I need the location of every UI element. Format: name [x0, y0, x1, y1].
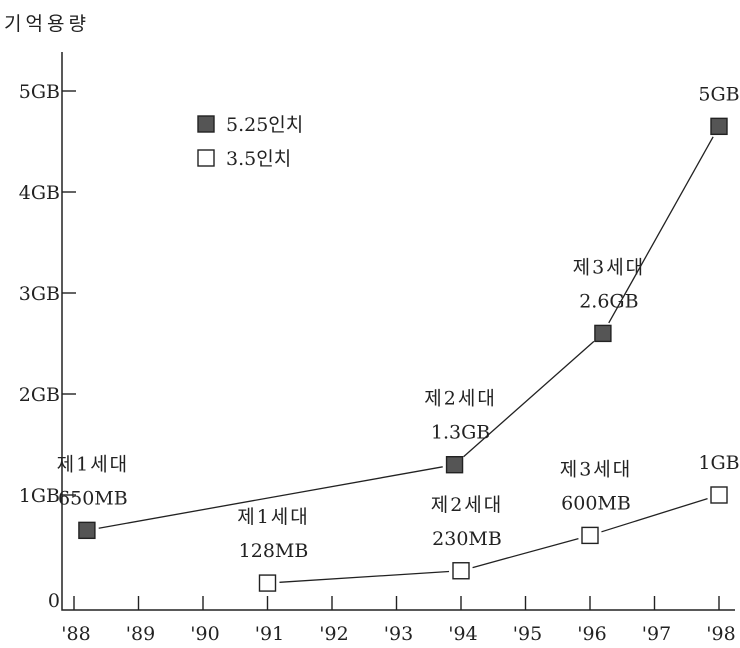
- x-tick-label: '91: [255, 623, 284, 645]
- point-generation-label: 제2세대: [431, 494, 504, 516]
- series-lines: [98, 136, 714, 583]
- point-value-label: 1.3GB: [431, 422, 490, 444]
- point-generation-label: 제3세대: [560, 458, 633, 480]
- point-generation-label: 제3세대: [573, 256, 646, 278]
- point-generation-label: 제1세대: [57, 453, 130, 475]
- marker-5-25-inch: [445, 456, 464, 474]
- point-generation-label: 제2세대: [424, 388, 497, 410]
- marker-3-5-inch: [710, 486, 728, 504]
- point-value-label: 1GB: [698, 452, 739, 474]
- x-tick-label: '98: [706, 623, 735, 645]
- marker-3-5-inch: [258, 574, 277, 592]
- marker-3-5-inch: [581, 526, 599, 545]
- series-line-segment: [472, 537, 579, 569]
- point-value-label: 5GB: [698, 83, 739, 105]
- series-line-segment: [279, 570, 450, 583]
- legend-marker-3-5-inch: [197, 149, 215, 167]
- x-tick-label: '96: [577, 623, 606, 645]
- point-value-label: 650MB: [58, 487, 128, 509]
- x-tick-label: '90: [190, 623, 219, 645]
- point-value-label: 600MB: [561, 492, 631, 514]
- marker-5-25-inch: [594, 324, 612, 343]
- y-axis-label: 기억용량: [4, 13, 90, 35]
- x-tick-label: '92: [319, 623, 348, 645]
- point-value-label: 2.6GB: [579, 290, 638, 312]
- marker-5-25-inch: [78, 521, 96, 540]
- series-line-segment: [608, 136, 714, 324]
- y-tick-label: 3GB: [19, 283, 60, 305]
- y-tick-label: 1GB: [19, 485, 60, 507]
- point-value-label: 230MB: [432, 528, 502, 550]
- y-tick-label: 2GB: [19, 384, 60, 406]
- series-line-segment: [601, 497, 708, 533]
- y-tick-label: 0: [48, 590, 60, 612]
- x-tick-label: '95: [513, 623, 542, 645]
- x-tick-label: '89: [126, 623, 155, 645]
- data-markers: [78, 117, 728, 592]
- marker-3-5-inch: [452, 562, 470, 580]
- y-axis-ticks: 0 1GB 2GB 3GB 4GB 5GB: [19, 81, 76, 612]
- series-line-segment: [463, 340, 595, 458]
- legend-label: 3.5인치: [226, 148, 291, 170]
- x-tick-label: '88: [61, 623, 90, 645]
- marker-5-25-inch: [710, 117, 728, 136]
- legend: 5.25인치 3.5인치: [197, 114, 303, 170]
- series-line-segment: [98, 466, 443, 529]
- point-annotations: 650MB 제1세대 1.3GB 제2세대 2.6GB 제3세대 5GB 128MB 제1세대 2…: [57, 83, 740, 562]
- legend-marker-5-25-inch: [197, 115, 215, 133]
- y-tick-label: 5GB: [19, 81, 60, 103]
- point-generation-label: 제1세대: [237, 506, 310, 528]
- x-axis-ticks: '88 '89 '90 '91 '92 '93 '94 '95 '96 '97 '98: [61, 596, 736, 645]
- point-value-label: 128MB: [239, 540, 309, 562]
- legend-label: 5.25인치: [226, 114, 303, 136]
- x-tick-label: '94: [448, 623, 477, 645]
- x-tick-label: '97: [642, 623, 671, 645]
- axes: [61, 52, 735, 611]
- axis-lines: [61, 52, 735, 611]
- x-tick-label: '93: [384, 623, 413, 645]
- y-tick-label: 4GB: [19, 182, 60, 204]
